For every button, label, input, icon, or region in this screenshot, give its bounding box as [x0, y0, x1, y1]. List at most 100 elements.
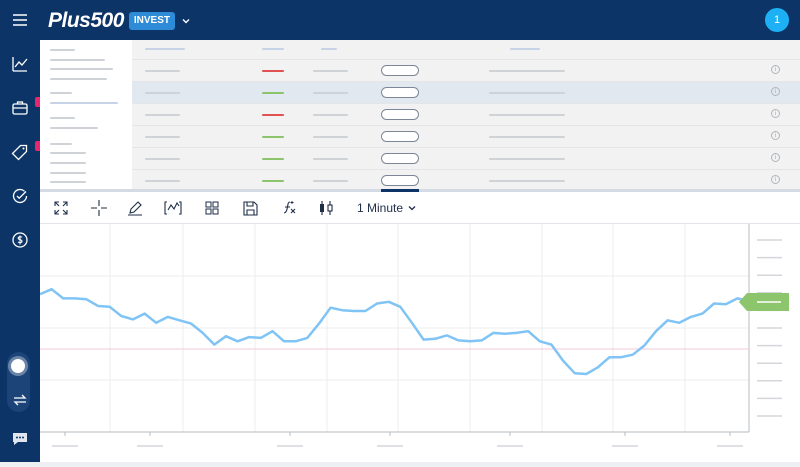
chat-icon	[13, 433, 27, 445]
save-button[interactable]	[241, 199, 259, 217]
range-value	[489, 136, 565, 138]
clock-check-icon	[12, 188, 28, 204]
price-value	[313, 136, 348, 138]
column-header[interactable]	[510, 48, 540, 50]
category-item[interactable]	[50, 68, 113, 70]
fullscreen-icon	[54, 201, 68, 215]
trade-button[interactable]	[381, 87, 419, 98]
trade-button[interactable]	[381, 153, 419, 164]
info-icon[interactable]: i	[771, 109, 780, 118]
table-row[interactable]: i	[132, 169, 800, 191]
category-item[interactable]	[50, 49, 75, 51]
column-header[interactable]	[145, 48, 185, 50]
chevron-down-icon[interactable]	[181, 16, 191, 26]
change-indicator	[262, 136, 284, 138]
swap-icon	[13, 394, 27, 406]
function-icon	[283, 201, 296, 214]
invest-badge: INVEST	[128, 12, 176, 30]
table-row-selected[interactable]: i	[132, 81, 800, 103]
briefcase-icon	[12, 101, 28, 115]
category-item[interactable]	[50, 143, 72, 145]
range-value	[489, 70, 565, 72]
instrument-name	[145, 70, 180, 72]
price-value	[313, 70, 348, 72]
menu-button[interactable]	[0, 0, 40, 40]
column-header[interactable]	[262, 48, 284, 50]
chevron-down-icon	[408, 206, 416, 211]
chart-type-button[interactable]	[317, 199, 335, 217]
price-value	[313, 158, 348, 160]
fullscreen-button[interactable]	[52, 199, 70, 217]
info-icon[interactable]: i	[771, 131, 780, 140]
resize-grip[interactable]	[381, 189, 419, 192]
info-icon[interactable]: i	[771, 65, 780, 74]
interval-label: 1 Minute	[357, 201, 404, 215]
category-item[interactable]	[50, 181, 86, 183]
sidebar-item-switch[interactable]	[8, 388, 32, 412]
instruments-table: i i i i i i	[40, 40, 800, 190]
instrument-name	[145, 180, 180, 182]
category-item[interactable]	[50, 59, 105, 61]
panel-resize-handle[interactable]	[40, 189, 800, 192]
instrument-name	[145, 92, 180, 94]
layout-button[interactable]	[203, 199, 221, 217]
menu-icon	[13, 14, 27, 26]
indicator-icon	[164, 201, 182, 215]
tag-icon	[11, 144, 28, 161]
change-indicator	[262, 180, 284, 182]
save-icon	[242, 200, 258, 216]
sidebar-item-funds[interactable]	[8, 228, 32, 252]
category-item[interactable]	[50, 78, 107, 80]
range-value	[489, 180, 565, 182]
info-icon[interactable]: i	[771, 175, 780, 184]
indicators-button[interactable]	[164, 199, 182, 217]
sidebar-item-charts[interactable]	[8, 52, 32, 76]
crosshair-button[interactable]	[90, 199, 108, 217]
notification-badge[interactable]: 1	[765, 8, 789, 32]
info-icon[interactable]: i	[771, 87, 780, 96]
trade-button[interactable]	[381, 65, 419, 76]
chart-canvas[interactable]	[39, 224, 800, 462]
sidebar-item-orders[interactable]	[8, 140, 32, 164]
top-bar: Plus500 INVEST 1	[0, 0, 800, 40]
orders-indicator	[35, 141, 44, 151]
dollar-icon	[12, 232, 28, 248]
chart-icon	[12, 57, 28, 72]
price-series-line	[39, 287, 750, 376]
sidebar	[0, 40, 44, 462]
functions-button[interactable]	[280, 199, 298, 217]
table-row[interactable]: i	[132, 125, 800, 147]
brand-logo[interactable]: Plus500 INVEST	[48, 9, 191, 33]
trade-button[interactable]	[381, 131, 419, 142]
range-value	[489, 114, 565, 116]
category-item[interactable]	[50, 117, 75, 119]
category-item[interactable]	[50, 162, 86, 164]
price-value	[313, 92, 348, 94]
sidebar-item-portfolio[interactable]	[8, 96, 32, 120]
trade-button[interactable]	[381, 175, 419, 186]
sidebar-item-chat[interactable]	[8, 427, 32, 451]
portfolio-indicator	[35, 97, 44, 107]
category-item[interactable]	[50, 152, 86, 154]
column-header[interactable]	[321, 48, 337, 50]
brightness-icon[interactable]	[11, 359, 25, 373]
category-item[interactable]	[50, 172, 86, 174]
price-chart[interactable]	[39, 224, 800, 462]
table-row[interactable]: i	[132, 59, 800, 81]
info-icon[interactable]: i	[771, 153, 780, 162]
draw-button[interactable]	[126, 199, 144, 217]
range-value	[489, 92, 565, 94]
table-row[interactable]: i	[132, 147, 800, 169]
interval-dropdown[interactable]: 1 Minute	[357, 201, 417, 215]
instrument-name	[145, 114, 180, 116]
category-item[interactable]	[50, 92, 72, 94]
sidebar-item-history[interactable]	[8, 184, 32, 208]
trade-button[interactable]	[381, 109, 419, 120]
candlestick-icon	[320, 201, 333, 215]
table-row[interactable]: i	[132, 103, 800, 125]
logo-text: Plus500	[48, 9, 124, 32]
category-item[interactable]	[50, 127, 98, 129]
change-indicator	[262, 92, 284, 94]
instrument-name	[145, 158, 180, 160]
category-item-selected[interactable]	[50, 102, 118, 104]
